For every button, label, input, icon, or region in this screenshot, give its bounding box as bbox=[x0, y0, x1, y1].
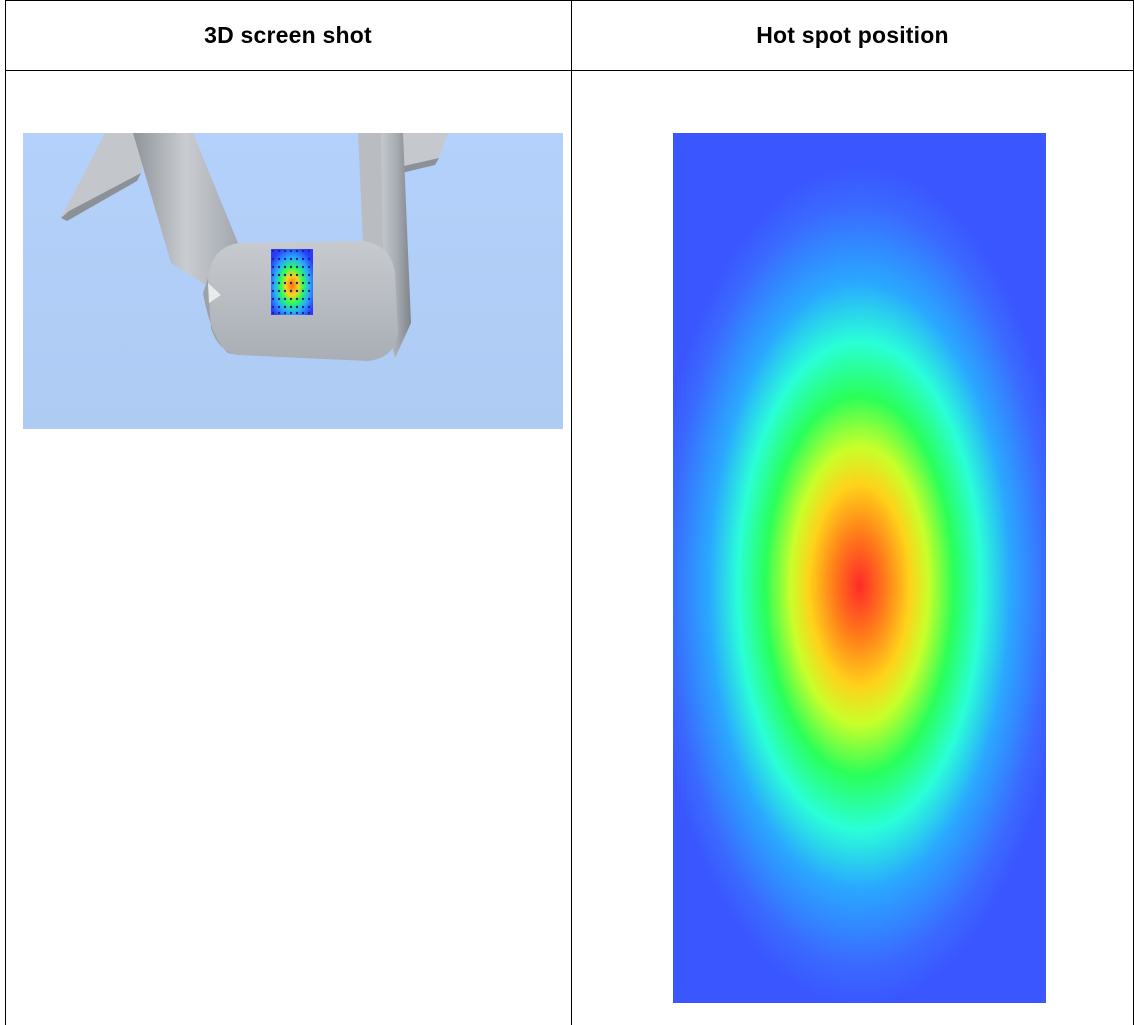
hotspot-heatmap-image bbox=[673, 133, 1046, 1003]
3d-screenshot-image bbox=[23, 133, 563, 429]
header-hot-spot-position: Hot spot position bbox=[756, 21, 949, 48]
table-border-left bbox=[5, 0, 6, 1025]
3d-model-render-icon bbox=[23, 133, 563, 429]
table-border-top bbox=[5, 0, 1134, 1]
table-divider-header bbox=[5, 70, 1134, 71]
heatmap-icon bbox=[673, 133, 1046, 1003]
header-3d-screen-shot: 3D screen shot bbox=[204, 21, 372, 48]
table-divider-column bbox=[571, 0, 572, 1025]
